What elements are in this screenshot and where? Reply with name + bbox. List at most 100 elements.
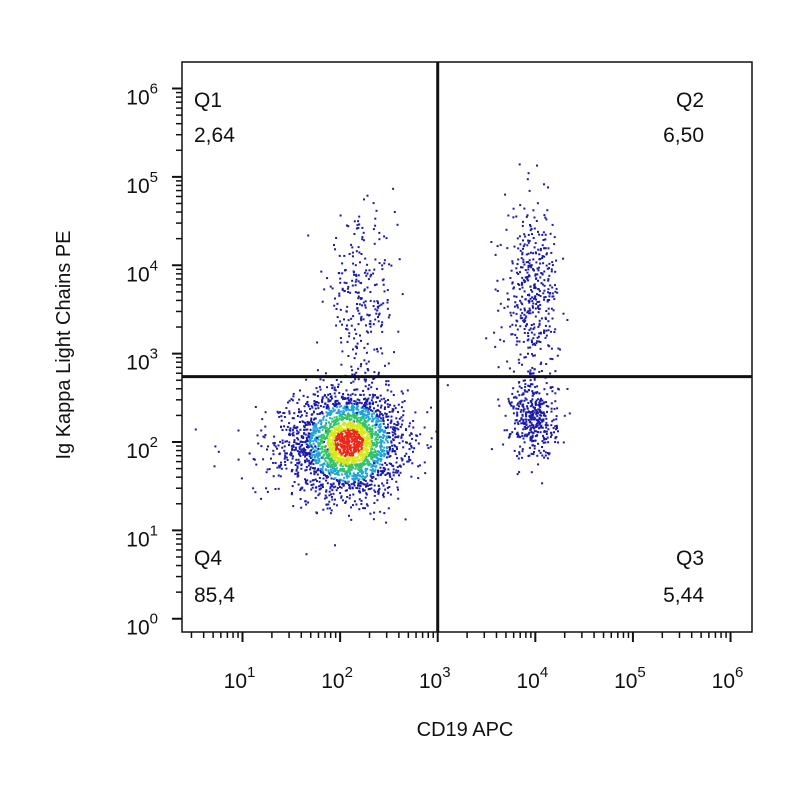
event-dot <box>374 443 377 446</box>
event-dot <box>401 392 404 395</box>
event-dot <box>541 283 544 286</box>
event-dot <box>311 423 314 426</box>
event-dot <box>282 412 285 414</box>
event-dot <box>494 288 497 291</box>
event-dot <box>327 427 330 430</box>
event-dot <box>347 291 350 293</box>
event-dot <box>540 425 543 428</box>
event-dot <box>373 407 375 410</box>
event-dot <box>388 446 391 449</box>
event-dot <box>429 445 432 448</box>
event-dot <box>265 487 268 490</box>
event-dot <box>314 401 317 404</box>
event-dot <box>366 429 368 432</box>
event-dot <box>402 463 405 466</box>
event-dot <box>342 437 345 440</box>
event-dot <box>326 386 328 389</box>
event-dot <box>266 468 269 471</box>
event-dot <box>531 415 534 417</box>
event-dot <box>522 279 525 282</box>
event-dot <box>355 413 358 416</box>
event-dot <box>367 418 370 421</box>
event-dot <box>338 479 341 482</box>
event-dot <box>554 400 557 403</box>
event-dot <box>306 479 309 482</box>
event-dot <box>369 406 372 409</box>
event-dot <box>539 409 542 412</box>
event-dot <box>344 458 347 461</box>
event-dot <box>372 455 375 457</box>
event-dot <box>522 379 525 382</box>
event-dot <box>517 247 520 250</box>
event-dot <box>336 442 339 445</box>
event-dot <box>537 288 540 290</box>
event-dot <box>384 364 386 367</box>
event-dot <box>343 407 346 410</box>
event-dot <box>319 467 322 470</box>
event-dot <box>523 290 526 293</box>
event-dot <box>304 441 307 444</box>
event-dot <box>342 452 344 455</box>
event-dot <box>346 287 349 290</box>
quadrant-name-q2: Q2 <box>676 89 704 112</box>
event-dot <box>359 467 362 470</box>
event-dot <box>350 463 353 466</box>
event-dot <box>378 231 381 234</box>
event-dot <box>372 433 375 436</box>
event-dot <box>519 308 522 311</box>
event-dot <box>351 451 354 454</box>
event-dot <box>400 435 403 438</box>
event-dot <box>508 367 511 370</box>
event-dot <box>329 512 332 515</box>
event-dot <box>326 277 329 280</box>
event-dot <box>533 430 536 433</box>
event-dot <box>516 411 519 414</box>
event-dot <box>364 410 367 413</box>
event-dot <box>335 308 338 310</box>
event-dot <box>538 322 541 325</box>
event-dot <box>526 427 528 430</box>
event-dot <box>316 480 318 483</box>
event-dot <box>396 448 398 450</box>
event-dot <box>516 390 519 393</box>
event-dot <box>382 495 385 498</box>
event-dot <box>294 446 297 449</box>
event-dot <box>554 290 557 293</box>
event-dot <box>353 475 356 478</box>
event-dot <box>374 426 377 429</box>
event-dot <box>395 446 398 449</box>
event-dot <box>511 323 514 326</box>
event-dot <box>341 288 344 291</box>
event-dot <box>359 435 361 438</box>
event-dot <box>356 467 359 470</box>
event-dot <box>362 410 365 412</box>
event-dot <box>319 464 322 467</box>
event-dot <box>213 465 216 468</box>
event-dot <box>378 487 381 490</box>
event-dot <box>315 424 318 427</box>
quadrant-name-q1: Q1 <box>194 89 222 112</box>
event-dot <box>363 476 366 479</box>
event-dot <box>276 466 279 469</box>
event-dot <box>310 434 313 437</box>
event-dot <box>367 415 370 418</box>
event-dot <box>385 413 388 415</box>
event-dot <box>389 493 392 496</box>
event-dot <box>315 454 318 457</box>
event-dot <box>366 443 369 446</box>
event-dot <box>326 432 329 435</box>
event-dot <box>515 419 518 421</box>
event-dot <box>381 463 384 466</box>
event-dot <box>352 315 355 318</box>
event-dot <box>325 489 328 492</box>
event-dot <box>330 432 333 434</box>
event-dot <box>557 430 559 433</box>
event-dot <box>307 434 310 437</box>
event-dot <box>308 442 311 444</box>
event-dot <box>377 426 380 429</box>
y-axis-ticks <box>172 87 182 620</box>
event-dot <box>553 407 556 410</box>
event-dot <box>524 276 527 279</box>
event-dot <box>315 387 318 390</box>
event-dot <box>367 369 370 372</box>
